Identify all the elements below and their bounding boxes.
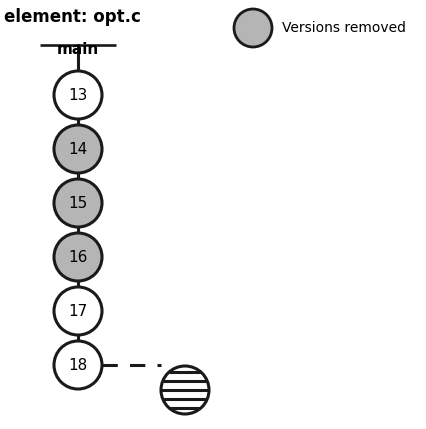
Text: 18: 18 bbox=[69, 357, 88, 372]
Circle shape bbox=[54, 341, 102, 389]
Text: 16: 16 bbox=[68, 250, 88, 265]
Circle shape bbox=[161, 366, 209, 414]
Text: Versions removed: Versions removed bbox=[282, 21, 406, 35]
Circle shape bbox=[54, 287, 102, 335]
Circle shape bbox=[54, 233, 102, 281]
Text: 13: 13 bbox=[68, 88, 88, 103]
Text: element: opt.c: element: opt.c bbox=[4, 8, 141, 26]
Text: 17: 17 bbox=[69, 303, 88, 318]
Text: main: main bbox=[57, 42, 99, 57]
Text: 14: 14 bbox=[69, 142, 88, 157]
Text: 15: 15 bbox=[69, 196, 88, 211]
Circle shape bbox=[54, 125, 102, 173]
Circle shape bbox=[234, 9, 272, 47]
Circle shape bbox=[54, 71, 102, 119]
Circle shape bbox=[54, 179, 102, 227]
